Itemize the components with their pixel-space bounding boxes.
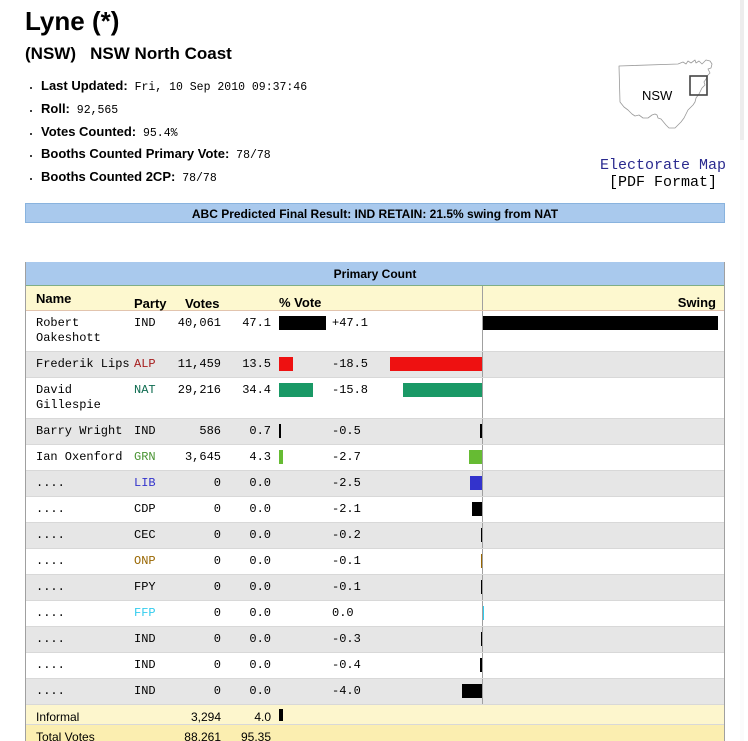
svg-text:NSW: NSW: [642, 88, 673, 103]
